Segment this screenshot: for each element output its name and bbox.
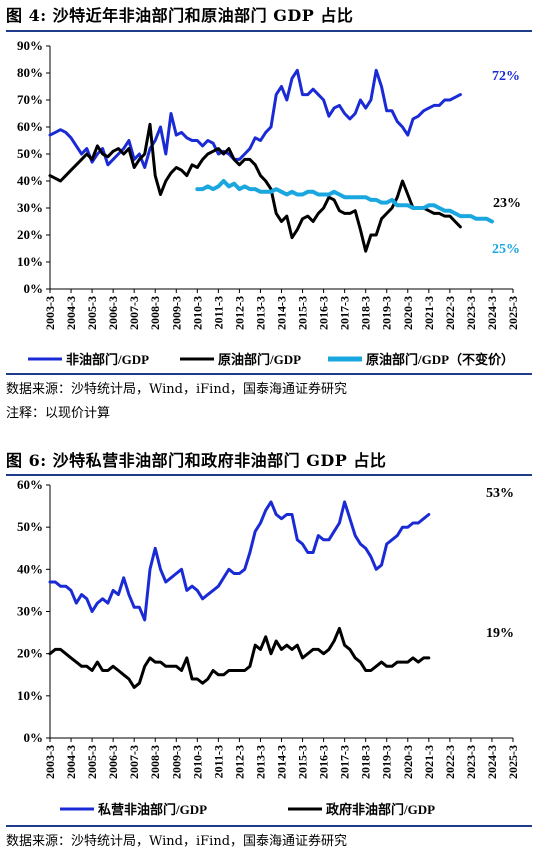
x-tick-label: 2006-3 <box>106 296 120 330</box>
legend-label-2: 原油部门/GDP（不变价） <box>366 352 514 367</box>
figure6-source: 数据来源：沙特统计局，Wind，iFind，国泰海通证券研究 <box>6 834 348 849</box>
series-line-0 <box>48 68 462 169</box>
x-tick-label: 2014-3 <box>275 296 289 330</box>
x-tick-label: 2016-3 <box>317 296 331 330</box>
y-tick-label: 30% <box>17 604 43 619</box>
legend-label-1: 政府非油部门/GDP <box>326 802 435 817</box>
y-tick-label: 40% <box>17 173 43 188</box>
x-tick-label: 2011-3 <box>211 745 225 778</box>
x-tick-label: 2015-3 <box>296 745 310 779</box>
figure6-bottom-rule <box>6 825 532 827</box>
x-tick-label: 2017-3 <box>338 745 352 779</box>
x-tick-label: 2003-3 <box>43 745 57 779</box>
y-tick-label: 10% <box>17 254 43 269</box>
series-line-1 <box>48 122 462 253</box>
x-tick-label: 2019-3 <box>380 296 394 330</box>
x-tick-label: 2008-3 <box>148 745 162 779</box>
figure4-title: 图 4: 沙特近年非油部门和原油部门 GDP 占比 <box>6 6 354 25</box>
y-tick-label: 40% <box>17 561 43 576</box>
figure4-note: 注释：以现价计算 <box>6 406 111 421</box>
figure4-source: 数据来源：沙特统计局，Wind，iFind，国泰海通证券研究 <box>6 382 348 397</box>
x-tick-label: 2010-3 <box>190 296 204 330</box>
x-tick-label: 2024-3 <box>485 745 499 779</box>
x-tick-label: 2015-3 <box>296 296 310 330</box>
series-end-label-2: 25% <box>492 242 520 257</box>
y-tick-label: 30% <box>17 200 43 215</box>
x-tick-label: 2023-3 <box>464 745 478 779</box>
x-tick-label: 2007-3 <box>127 745 141 779</box>
x-tick-label: 2016-3 <box>317 745 331 779</box>
x-tick-label: 2021-3 <box>422 745 436 779</box>
figure6-title: 图 6: 沙特私营非油部门和政府非油部门 GDP 占比 <box>6 451 387 470</box>
figure4-bottom-rule <box>6 373 532 375</box>
x-tick-label: 2005-3 <box>85 745 99 779</box>
figure6-title-rule <box>6 474 532 476</box>
y-tick-label: 20% <box>17 227 43 242</box>
y-tick-label: 90% <box>17 38 43 53</box>
series-end-label-0: 53% <box>486 486 514 501</box>
series-end-label-1: 23% <box>493 196 521 211</box>
x-tick-label: 2004-3 <box>64 745 78 779</box>
x-tick-label: 2014-3 <box>275 745 289 779</box>
x-tick-label: 2013-3 <box>253 745 267 779</box>
series-line-0 <box>48 500 431 622</box>
x-tick-label: 2022-3 <box>443 745 457 779</box>
x-tick-label: 2011-3 <box>211 296 225 329</box>
series-line-1 <box>48 626 431 689</box>
x-tick-label: 2019-3 <box>380 745 394 779</box>
x-tick-label: 2020-3 <box>401 296 415 330</box>
x-tick-label: 2025-3 <box>506 296 520 330</box>
y-tick-label: 60% <box>17 119 43 134</box>
figure4-title-rule <box>6 30 532 32</box>
x-tick-label: 2021-3 <box>422 296 436 330</box>
x-tick-label: 2006-3 <box>106 745 120 779</box>
y-tick-label: 20% <box>17 646 43 661</box>
chart-private-vs-government-gdp: 0% 10% 20% 30% 40% 50% 60% 2003-3 2004-3 2005-3 20… <box>17 478 520 817</box>
chart-nonoil-vs-oil-gdp: 0% 10% 20% 30% 40% 50% 60% 70% 80% 90% 2003-3 2004-… <box>17 38 521 367</box>
x-tick-label: 2012-3 <box>232 745 246 779</box>
x-tick-label: 2022-3 <box>443 296 457 330</box>
series-line-2 <box>195 179 494 224</box>
x-tick-label: 2023-3 <box>464 296 478 330</box>
x-tick-label: 2017-3 <box>338 296 352 330</box>
x-tick-label: 2013-3 <box>253 296 267 330</box>
y-tick-label: 60% <box>17 478 43 492</box>
legend-label-0: 非油部门/GDP <box>66 352 149 367</box>
y-tick-label: 10% <box>17 688 43 703</box>
x-tick-label: 2018-3 <box>359 296 373 330</box>
x-tick-label: 2020-3 <box>401 745 415 779</box>
series-end-label-0: 72% <box>492 69 520 84</box>
x-tick-label: 2003-3 <box>43 296 57 330</box>
x-tick-label: 2008-3 <box>148 296 162 330</box>
series-end-label-1: 19% <box>486 626 514 641</box>
y-tick-label: 0% <box>24 730 44 745</box>
y-tick-label: 0% <box>24 281 44 296</box>
x-tick-label: 2004-3 <box>64 296 78 330</box>
y-tick-label: 50% <box>17 146 43 161</box>
x-tick-label: 2012-3 <box>232 296 246 330</box>
y-tick-label: 80% <box>17 65 43 80</box>
y-tick-label: 50% <box>17 519 43 534</box>
x-tick-label: 2018-3 <box>359 745 373 779</box>
x-tick-label: 2024-3 <box>485 296 499 330</box>
x-tick-label: 2010-3 <box>190 745 204 779</box>
x-tick-label: 2009-3 <box>169 296 183 330</box>
legend-label-0: 私营非油部门/GDP <box>98 802 207 817</box>
x-tick-label: 2005-3 <box>85 296 99 330</box>
x-tick-label: 2009-3 <box>169 745 183 779</box>
y-tick-label: 70% <box>17 92 43 107</box>
legend-label-1: 原油部门/GDP <box>218 352 301 367</box>
x-tick-label: 2007-3 <box>127 296 141 330</box>
x-tick-label: 2025-3 <box>506 745 520 779</box>
